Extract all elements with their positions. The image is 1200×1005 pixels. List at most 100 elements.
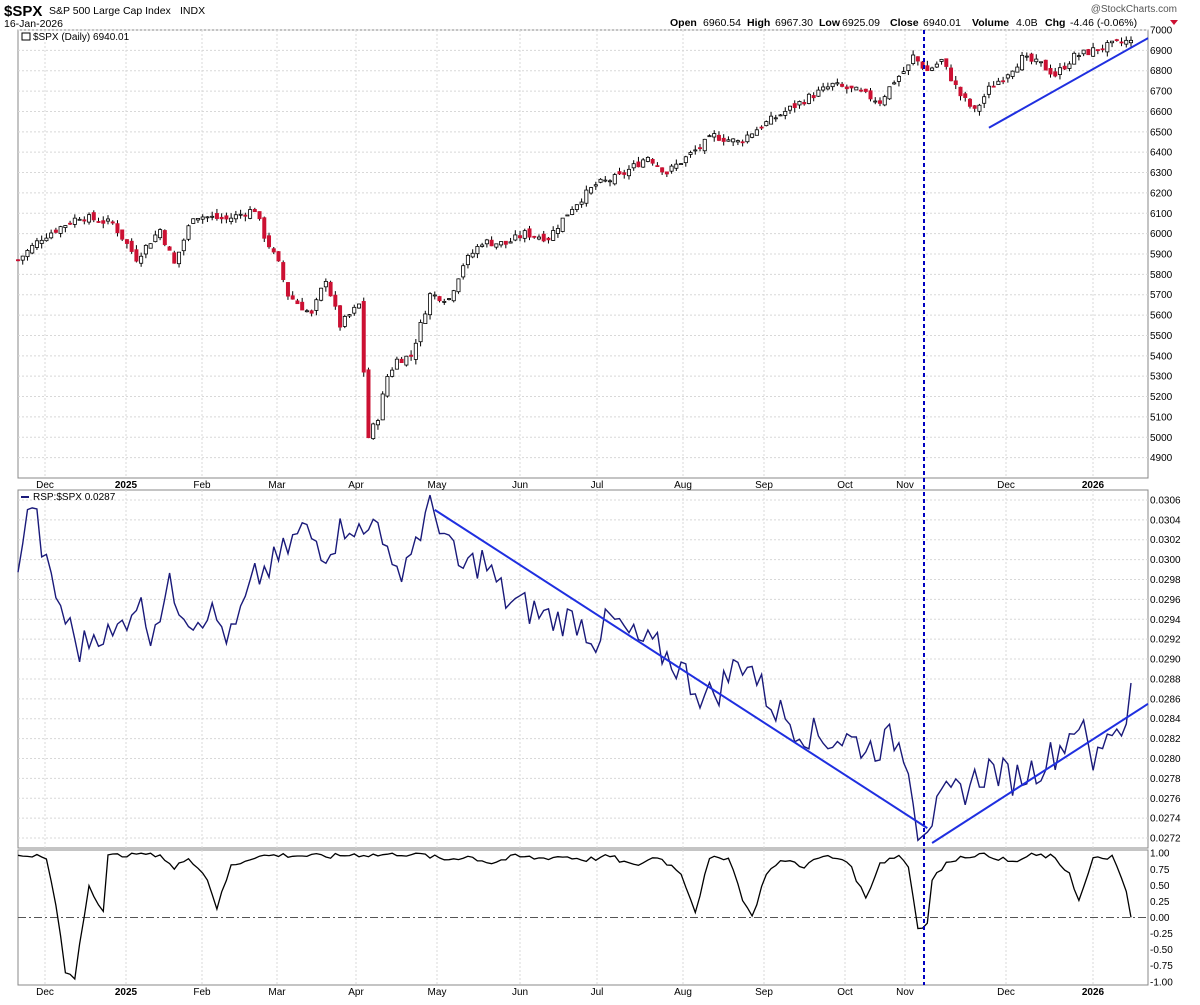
candle-down xyxy=(844,86,849,90)
candle-up xyxy=(87,214,92,223)
candle-up xyxy=(589,187,594,194)
volume-value: 4.0B xyxy=(1016,17,1038,29)
month-tick-label: Jun xyxy=(512,480,528,491)
candle-down xyxy=(257,211,262,220)
month-tick-label: Feb xyxy=(193,480,211,491)
candle-down xyxy=(972,105,977,109)
month-tick-label: Sep xyxy=(755,987,773,998)
candle-up xyxy=(461,265,466,278)
candle-up xyxy=(631,163,636,169)
candle-up xyxy=(787,105,792,111)
candle-down xyxy=(101,220,106,224)
candle-up xyxy=(49,232,54,239)
candle-down xyxy=(849,85,854,89)
candle-up xyxy=(783,110,788,116)
candle-down xyxy=(622,172,627,175)
candle-down xyxy=(338,305,343,328)
candle-up xyxy=(442,300,447,303)
month-tick-label: 2026 xyxy=(1082,480,1105,491)
price-tick-label: 6300 xyxy=(1150,168,1173,179)
ratio-tick-label: 0.0296 xyxy=(1150,595,1181,606)
ratio-tick-label: 0.0298 xyxy=(1150,575,1181,586)
candle-up xyxy=(205,216,210,219)
ratio-tick-label: 0.0288 xyxy=(1150,674,1181,685)
candle-up xyxy=(229,217,234,223)
chg-label: Chg xyxy=(1045,17,1065,29)
candle-up xyxy=(939,58,944,62)
candle-up xyxy=(63,225,68,228)
candle-up xyxy=(778,114,783,117)
candle-up xyxy=(25,250,30,258)
candle-up xyxy=(726,139,731,142)
correlation-tick-label: 0.25 xyxy=(1150,897,1170,908)
candle-up xyxy=(177,251,182,265)
candle-down xyxy=(1053,71,1058,77)
candle-up xyxy=(555,228,560,234)
candle-up xyxy=(688,152,693,155)
candle-up xyxy=(342,316,347,327)
candle-up xyxy=(357,303,362,309)
candle-up xyxy=(934,63,939,68)
price-tick-label: 6100 xyxy=(1150,209,1173,220)
month-tick-label: Oct xyxy=(837,480,853,491)
ratio-tick-label: 0.0276 xyxy=(1150,794,1181,805)
candle-up xyxy=(508,241,513,244)
candle-down xyxy=(655,165,660,168)
price-tick-label: 6600 xyxy=(1150,107,1173,118)
candle-down xyxy=(541,233,546,242)
month-tick-label: Aug xyxy=(674,987,692,998)
month-tick-label: 2025 xyxy=(115,480,138,491)
candle-up xyxy=(428,293,433,316)
candle-down xyxy=(1048,68,1053,75)
ratio-line xyxy=(17,494,1132,842)
candle-up xyxy=(20,255,25,261)
price-tick-label: 6000 xyxy=(1150,229,1173,240)
candle-up xyxy=(574,204,579,210)
month-tick-label: Jul xyxy=(591,987,604,998)
candle-down xyxy=(1086,49,1091,56)
candle-down xyxy=(361,301,366,373)
candle-up xyxy=(1010,70,1015,77)
month-tick-label: Dec xyxy=(997,987,1015,998)
candle-down xyxy=(532,235,537,238)
candle-up xyxy=(598,178,603,183)
candle-up xyxy=(645,156,650,162)
candle-down xyxy=(840,83,845,87)
candle-down xyxy=(224,215,229,220)
ratio-legend-label: RSP:$SPX 0.0287 xyxy=(33,492,116,503)
candle-up xyxy=(821,86,826,91)
candle-up xyxy=(1005,74,1010,79)
price-tick-label: 5800 xyxy=(1150,270,1173,281)
candle-down xyxy=(863,88,868,92)
correlation-tick-label: -1.00 xyxy=(1150,977,1173,988)
candle-up xyxy=(882,96,887,106)
candle-legend-icon xyxy=(21,32,31,41)
candle-down xyxy=(252,209,257,213)
price-tick-label: 6400 xyxy=(1150,148,1173,159)
candle-up xyxy=(470,252,475,258)
candle-up xyxy=(1105,42,1110,53)
candle-up xyxy=(418,322,423,343)
exchange-label: INDX xyxy=(180,5,205,17)
month-tick-label: Nov xyxy=(896,480,914,491)
candle-down xyxy=(617,171,622,175)
month-tick-label: May xyxy=(428,480,447,491)
candle-down xyxy=(518,235,523,239)
candle-down xyxy=(91,212,96,221)
ratio-panel-frame xyxy=(17,489,1149,849)
candle-down xyxy=(267,235,272,248)
candle-up xyxy=(143,244,148,255)
month-tick-label: Nov xyxy=(896,987,914,998)
candle-up xyxy=(72,217,77,225)
candle-up xyxy=(1110,40,1115,44)
candle-up xyxy=(446,298,451,300)
candle-down xyxy=(740,141,745,144)
ratio-tick-label: 0.0280 xyxy=(1150,754,1181,765)
candle-up xyxy=(560,217,565,232)
candle-up xyxy=(404,355,409,366)
month-tick-label: Oct xyxy=(837,987,853,998)
candle-down xyxy=(162,230,167,246)
candle-up xyxy=(39,239,44,244)
